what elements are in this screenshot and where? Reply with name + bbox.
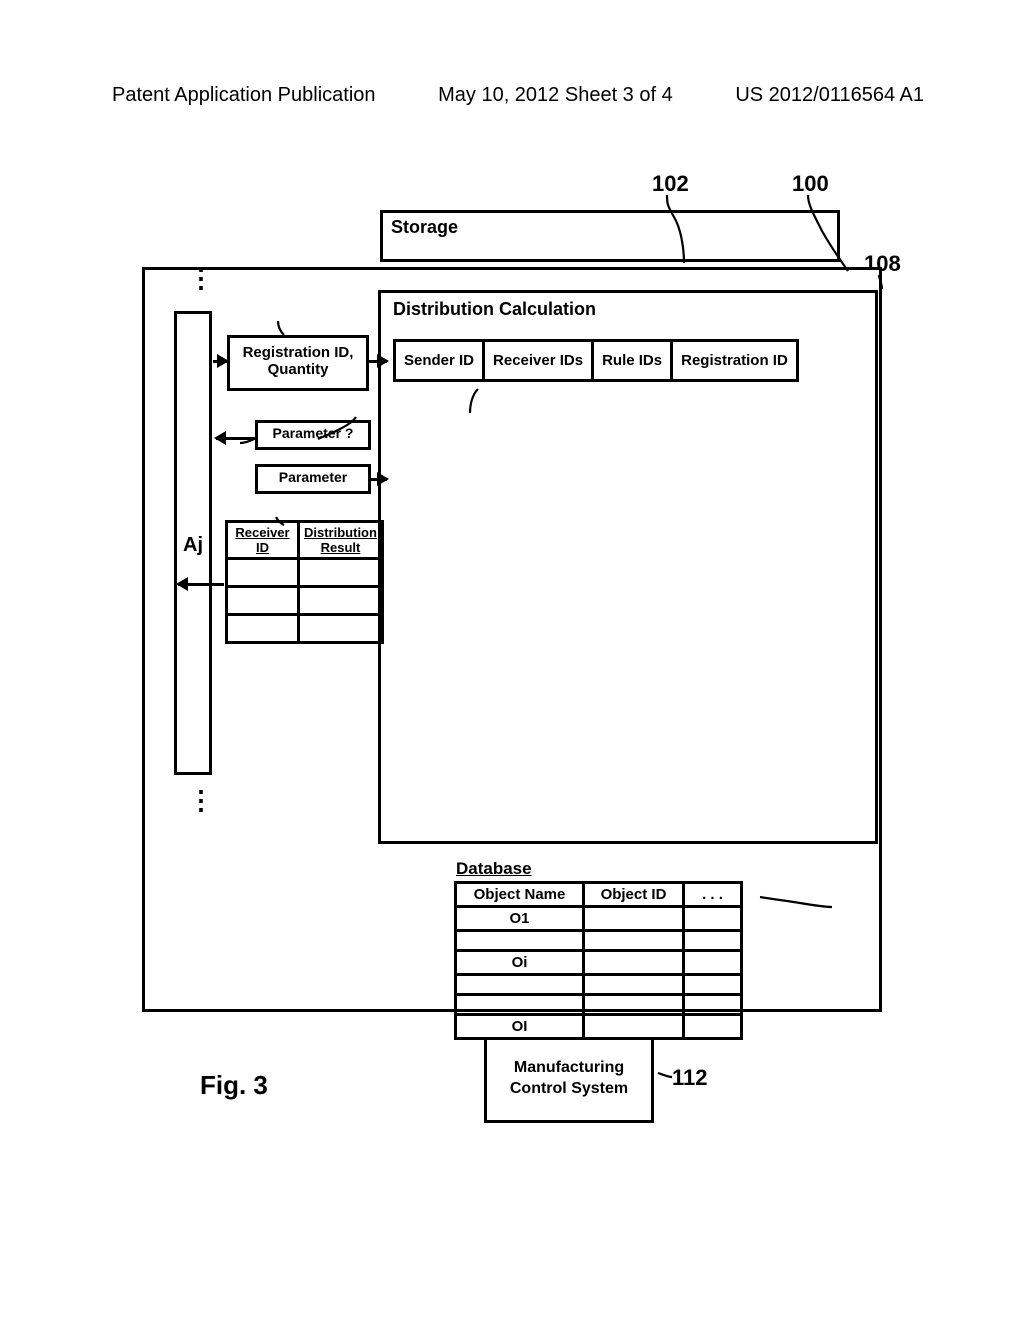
page-header: Patent Application Publication May 10, 2…: [0, 0, 1024, 115]
header-right: US 2012/0116564 A1: [735, 84, 924, 107]
header-left: Patent Application Publication: [112, 84, 376, 107]
header-center: May 10, 2012 Sheet 3 of 4: [438, 84, 673, 107]
diagram: 102 100 108 110 112 116 120 122 124 126 …: [112, 145, 912, 1165]
leader-lines: [112, 145, 912, 1145]
